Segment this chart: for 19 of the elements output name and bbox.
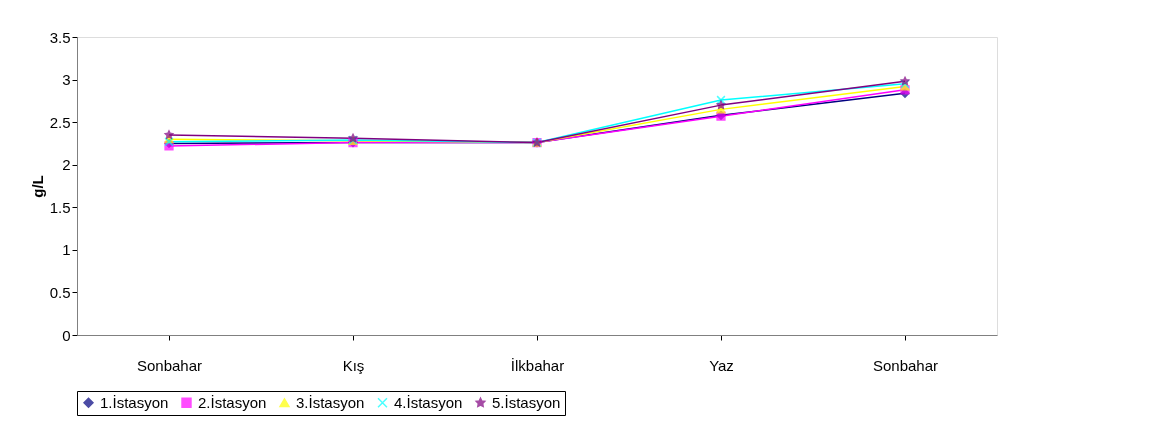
- y-tick-label: 1: [62, 241, 71, 259]
- x-tick-label: İlkbahar: [510, 356, 565, 374]
- legend-label: 1.İstasyon: [100, 393, 169, 411]
- y-tick-label: 3: [62, 71, 71, 89]
- y-tick-label: 3.5: [49, 28, 71, 46]
- legend-label: 5.İstasyon: [492, 393, 561, 411]
- x-tick-label: Sonbahar: [872, 356, 939, 374]
- y-tick-label: 2: [62, 156, 71, 174]
- legend-label: 4.İstasyon: [394, 393, 463, 411]
- x-tick-label: Kış: [342, 356, 365, 374]
- x-tick-label: Yaz: [709, 356, 734, 374]
- legend-label: 3.İstasyon: [296, 393, 365, 411]
- y-tick-label: 0.5: [49, 283, 71, 301]
- y-axis-title: g/L: [28, 175, 46, 198]
- x-tick-label: Sonbahar: [136, 356, 203, 374]
- y-tick-label: 2.5: [49, 113, 71, 131]
- legend-label: 2.İstasyon: [198, 393, 267, 411]
- y-tick-label: 1.5: [49, 198, 71, 216]
- y-tick-label: 0: [62, 326, 71, 344]
